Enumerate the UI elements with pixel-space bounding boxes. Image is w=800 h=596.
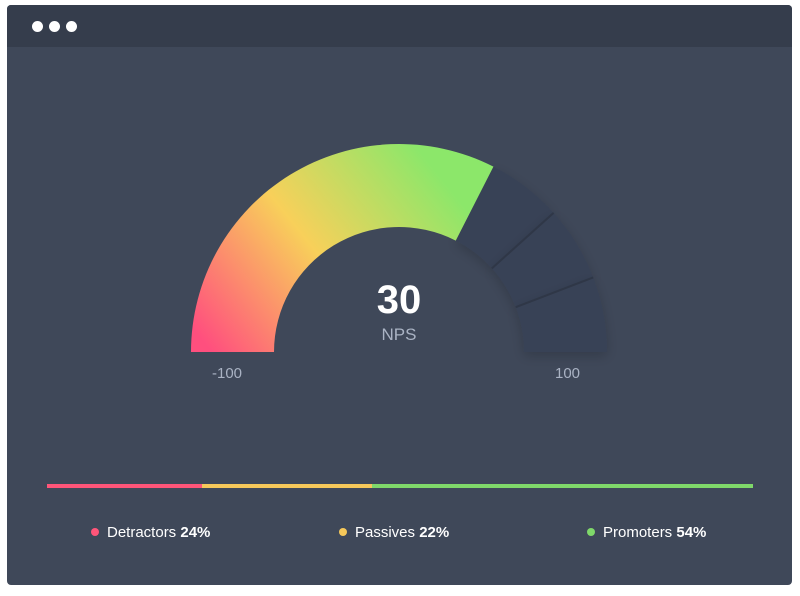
legend-label: Detractors [107,524,177,541]
gauge-track-divider [515,276,594,309]
gauge-track-segment [455,166,554,269]
gauge-track-segment [491,212,594,308]
title-bar [7,5,792,47]
legend-value: 54% [676,524,707,541]
nps-gauge [191,143,607,352]
detractors-dot-icon [91,528,99,536]
legend-promoters: Promoters 54% [587,524,706,542]
distribution-bar [47,484,753,488]
legend-value: 24% [180,524,211,541]
legend-value: 22% [419,524,450,541]
window-control-dot[interactable] [66,21,77,32]
passives-dot-icon [339,528,347,536]
promoters-dot-icon [587,528,595,536]
legend-label: Passives [355,524,416,541]
window-control-dot[interactable] [32,21,43,32]
gauge-track-divider [491,212,555,270]
window-control-dot[interactable] [49,21,60,32]
legend-detractors: Detractors 24% [91,524,210,542]
distribution-segment-passives [202,484,372,488]
app-window: 30 NPS -100 100 Detractors 24% Passives … [7,5,792,585]
distribution-segment-promoters [371,484,753,488]
distribution-segment-detractors [47,484,203,488]
gauge-min-label: -100 [212,365,243,382]
nps-score-label: NPS [381,325,417,344]
gauge-max-label: 100 [555,365,581,382]
gauge-value-arc [191,143,494,352]
legend-label: Promoters [603,524,673,541]
legend-passives: Passives 22% [339,524,449,542]
nps-score: 30 [376,278,422,322]
gauge-track-segment [515,277,607,352]
